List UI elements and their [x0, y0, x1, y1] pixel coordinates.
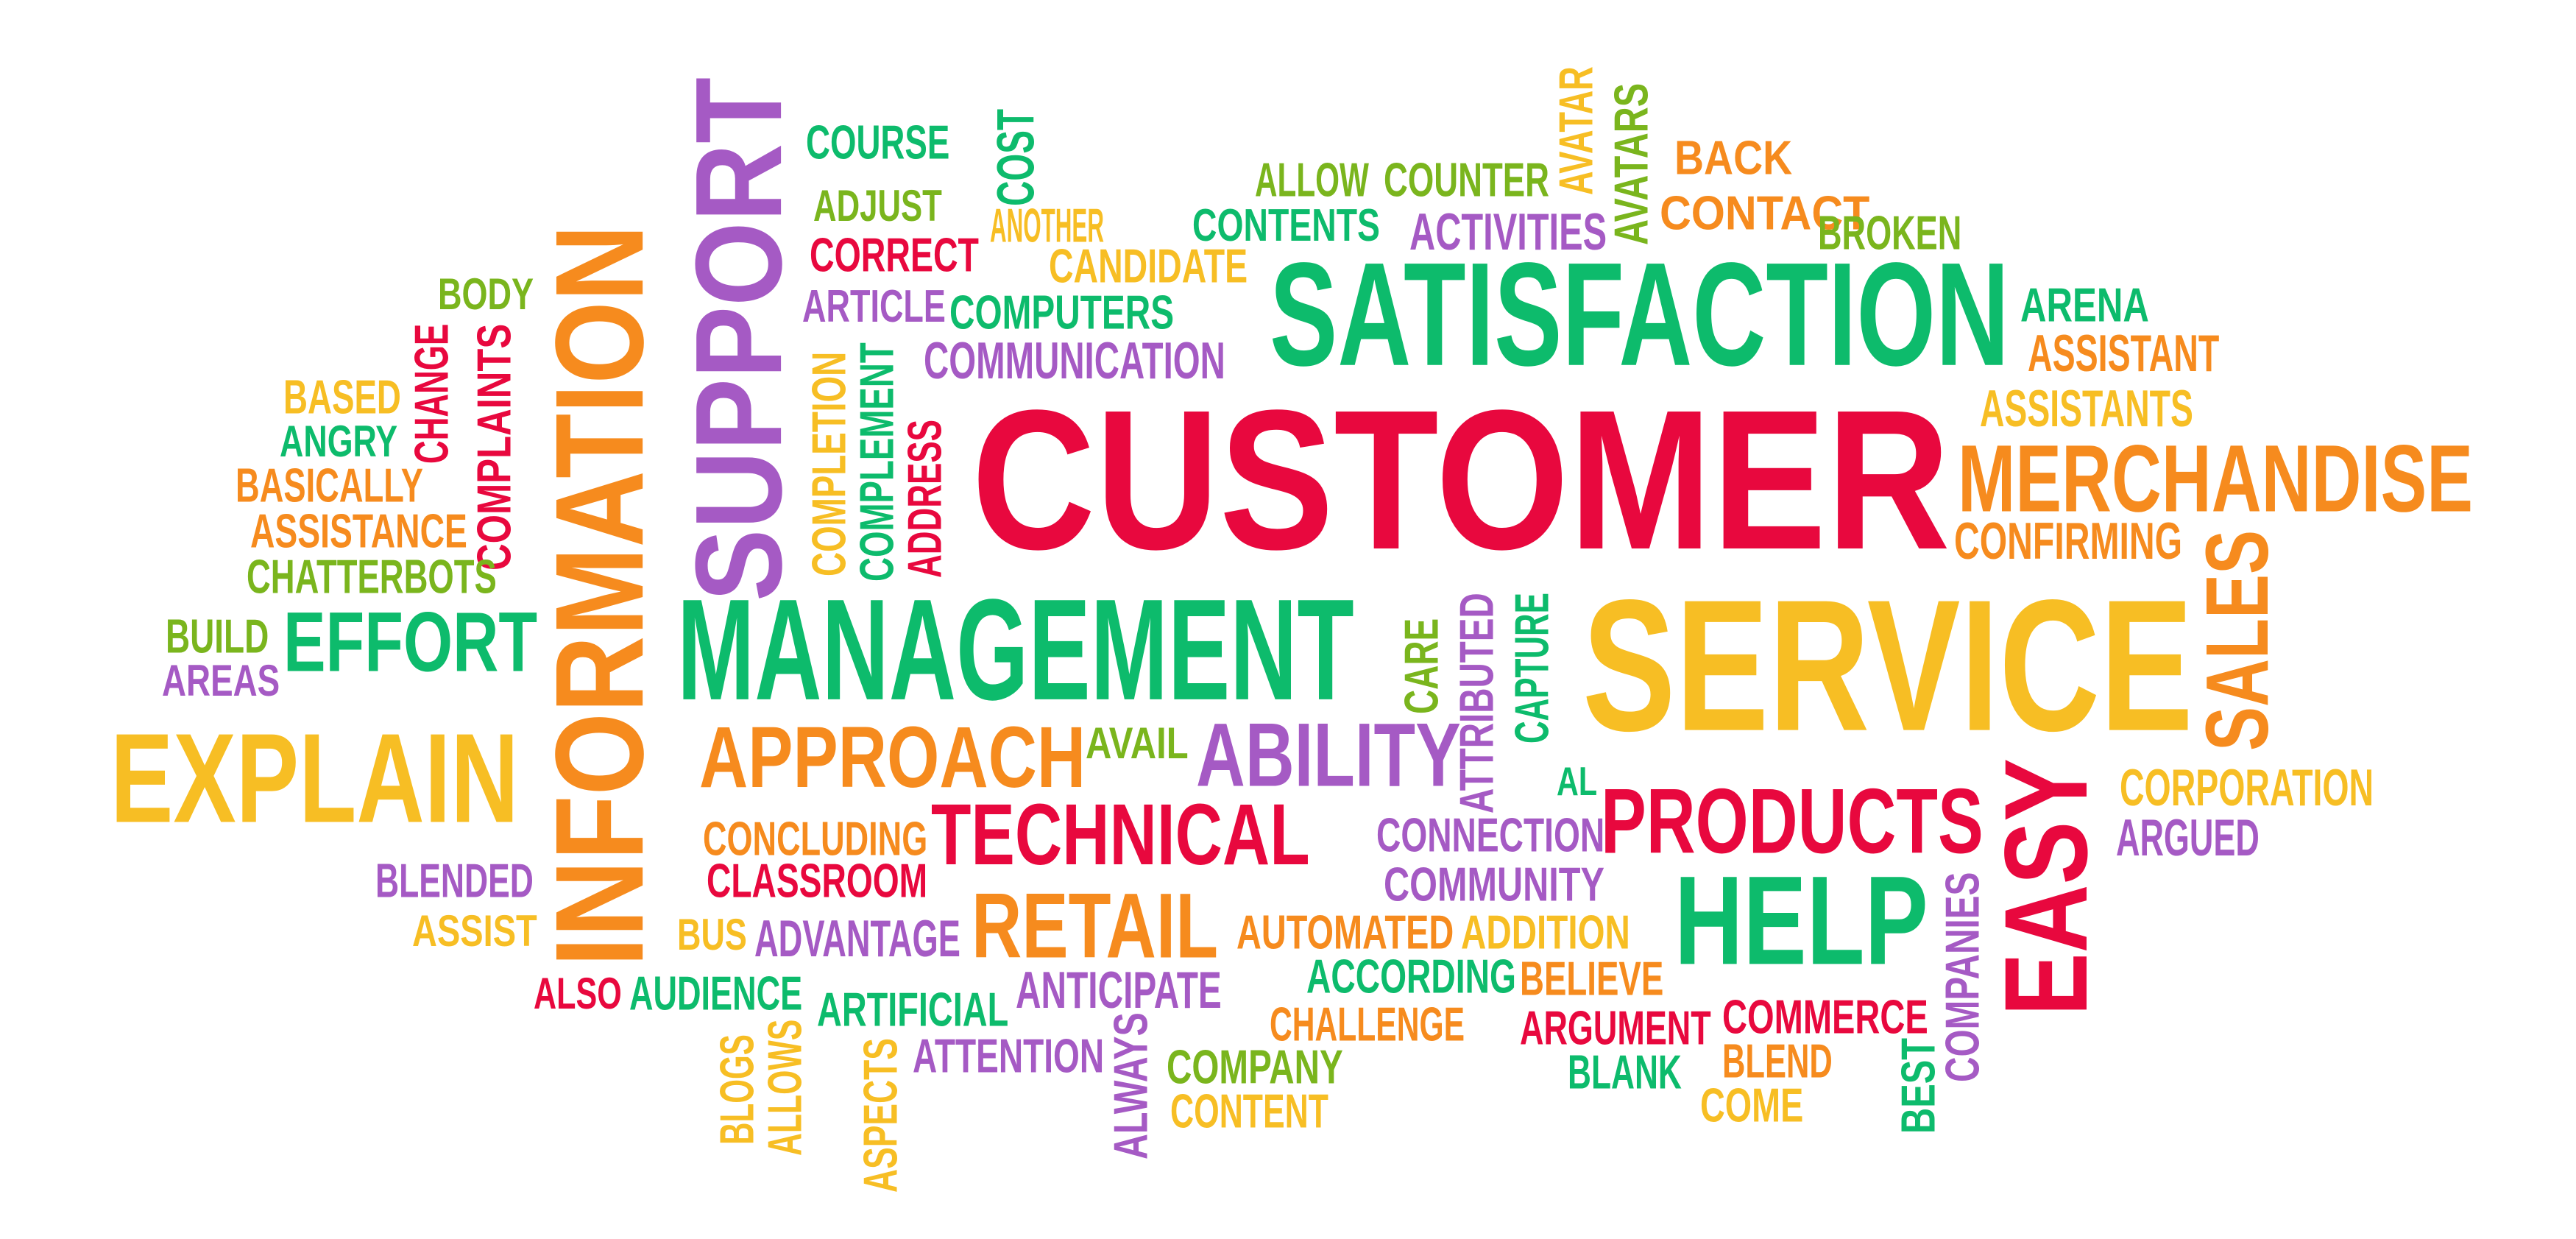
word-management: MANAGEMENT	[677, 568, 1354, 730]
word-challenge: CHALLENGE	[1270, 998, 1465, 1051]
word-chatterbots: CHATTERBOTS	[247, 550, 497, 604]
word-concluding: CONCLUDING	[703, 812, 928, 866]
word-assist: ASSIST	[412, 906, 537, 956]
word-areas: AREAS	[162, 656, 280, 706]
word-attributed: ATTRIBUTED	[1450, 593, 1504, 813]
word-broken: BROKEN	[1818, 206, 1962, 260]
word-products: PRODUCTS	[1601, 769, 1984, 873]
word-best: BEST	[1892, 1037, 1945, 1134]
word-course: COURSE	[806, 116, 950, 169]
word-contact: CONTACT	[1660, 186, 1870, 240]
word-assistants: ASSISTANTS	[1980, 379, 2193, 438]
word-automated: AUTOMATED	[1236, 906, 1454, 959]
word-service: SERVICE	[1582, 560, 2193, 771]
word-activities: ACTIVITIES	[1409, 202, 1607, 261]
word-angry: ANGRY	[280, 417, 398, 467]
word-another: ANOTHER	[990, 199, 1104, 253]
word-avatars: AVATARS	[1604, 82, 1658, 245]
word-blended: BLENDED	[375, 854, 534, 908]
word-artificial: ARTIFICIAL	[817, 983, 1009, 1037]
word-back: BACK	[1674, 131, 1793, 185]
word-easy: EASY	[1980, 758, 2112, 1016]
word-assistant: ASSISTANT	[2028, 324, 2220, 383]
word-avatar: AVATAR	[1549, 66, 1603, 195]
word-support: SUPPORT	[670, 77, 807, 601]
word-aspects: ASPECTS	[854, 1038, 907, 1193]
word-adjust: ADJUST	[813, 181, 942, 231]
word-allows: ALLOWS	[758, 1019, 812, 1156]
word-complement: COMPLEMENT	[850, 342, 904, 582]
word-bus: BUS	[677, 910, 747, 960]
word-basically: BASICALLY	[236, 459, 423, 512]
word-computers: COMPUTERS	[949, 286, 1175, 339]
word-based: BASED	[283, 370, 401, 424]
word-body: BODY	[438, 269, 534, 320]
word-explain: EXPLAIN	[110, 707, 519, 850]
word-candidate: CANDIDATE	[1049, 239, 1248, 293]
word-content: CONTENT	[1170, 1084, 1328, 1138]
word-confirming: CONFIRMING	[1954, 512, 2183, 571]
word-companies: COMPANIES	[1936, 872, 1989, 1082]
word-classroom: CLASSROOM	[707, 854, 928, 908]
word-satisfaction: SATISFACTION	[1270, 232, 2010, 397]
word-build: BUILD	[166, 610, 269, 663]
word-advantage: ADVANTAGE	[754, 909, 960, 968]
word-come: COME	[1700, 1079, 1804, 1132]
word-customer: CUSTOMER	[972, 368, 1950, 592]
word-address: ADDRESS	[898, 420, 952, 578]
word-correct: CORRECT	[810, 228, 979, 282]
word-article: ARTICLE	[802, 280, 946, 332]
word-also: ALSO	[534, 969, 622, 1019]
word-blogs: BLOGS	[710, 1034, 764, 1145]
word-retail: RETAIL	[972, 873, 1219, 978]
word-help: HELP	[1674, 850, 1928, 991]
word-counter: COUNTER	[1384, 153, 1549, 207]
word-technical: TECHNICAL	[931, 786, 1310, 884]
word-corporation: CORPORATION	[2120, 758, 2374, 817]
word-company: COMPANY	[1167, 1040, 1343, 1094]
word-believe: BELIEVE	[1520, 952, 1664, 1006]
word-connection: CONNECTION	[1376, 808, 1605, 862]
word-care: CARE	[1395, 618, 1448, 714]
word-allow: ALLOW	[1255, 153, 1369, 207]
word-anticipate: ANTICIPATE	[1016, 961, 1222, 1020]
word-sales: SALES	[2187, 529, 2287, 751]
word-al: AL	[1557, 759, 1598, 805]
word-according: ACCORDING	[1306, 950, 1516, 1003]
word-approach: APPROACH	[699, 708, 1086, 807]
word-blend: BLEND	[1722, 1034, 1833, 1088]
word-capture: CAPTURE	[1505, 593, 1559, 744]
word-argument: ARGUMENT	[1520, 1001, 1711, 1055]
word-contents: CONTENTS	[1192, 199, 1380, 251]
word-communication: COMMUNICATION	[924, 331, 1225, 390]
word-avail: AVAIL	[1086, 719, 1189, 769]
word-ability: ABILITY	[1196, 704, 1461, 806]
word-effort: EFFORT	[283, 594, 538, 690]
word-completion: COMPLETION	[802, 351, 856, 576]
word-complaints: COMPLAINTS	[467, 323, 521, 571]
word-argued: ARGUED	[2116, 808, 2260, 867]
word-always: ALWAYS	[1104, 1012, 1158, 1159]
word-blank: BLANK	[1568, 1045, 1682, 1099]
word-information: INFORMATION	[530, 224, 670, 967]
word-attention: ATTENTION	[913, 1029, 1105, 1083]
word-merchandise: MERCHANDISE	[1958, 424, 2473, 532]
word-change: CHANGE	[405, 323, 459, 464]
word-assistance: ASSISTANCE	[250, 504, 467, 558]
word-cost: COST	[986, 109, 1046, 206]
word-audience: AUDIENCE	[629, 967, 803, 1020]
word-arena: ARENA	[2020, 278, 2149, 332]
word-addition: ADDITION	[1461, 906, 1630, 959]
word-community: COMMUNITY	[1384, 858, 1604, 911]
word-commerce: COMMERCE	[1722, 990, 1928, 1044]
